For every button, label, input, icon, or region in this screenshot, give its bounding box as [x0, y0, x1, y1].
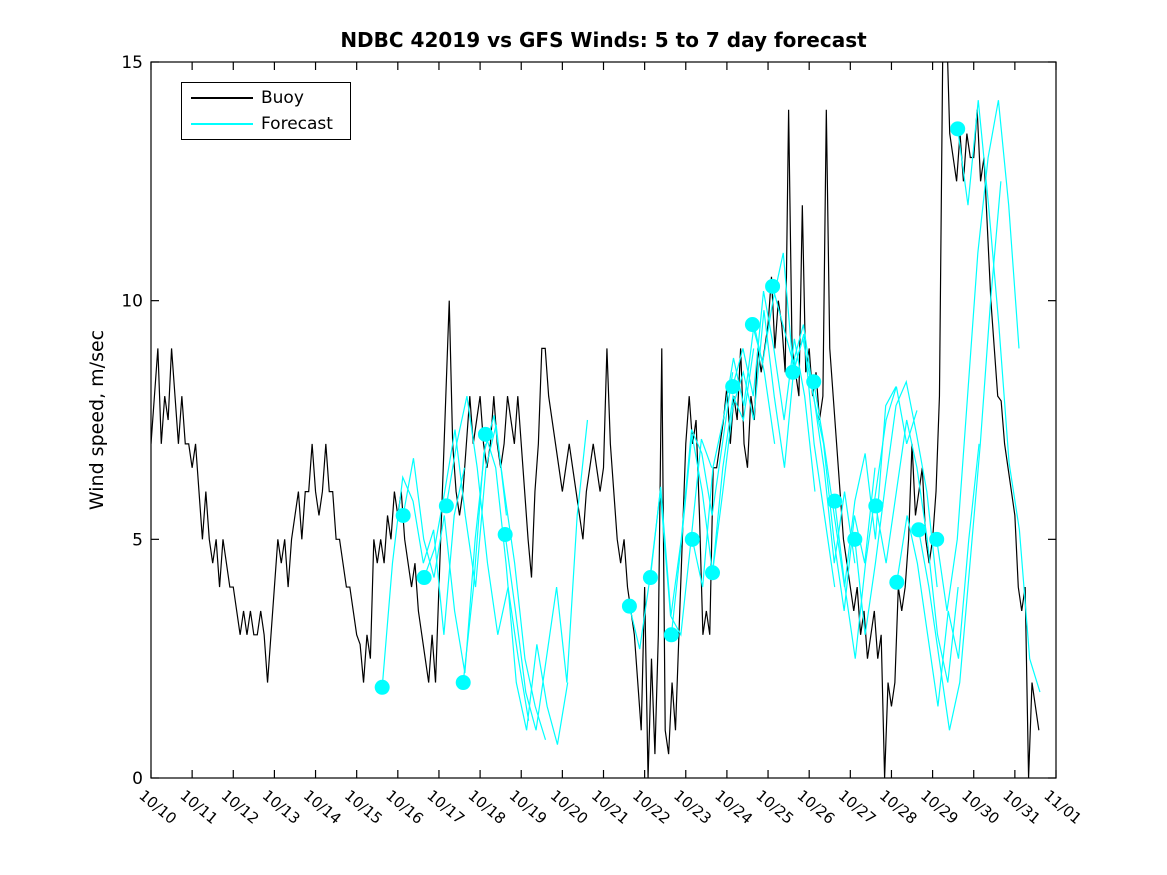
x-tick-label: 10/10 — [135, 786, 180, 828]
forecast-trace — [957, 100, 1041, 693]
legend-label-buoy: Buoy — [261, 88, 304, 108]
x-tick-label: 10/11 — [177, 786, 222, 828]
forecast-trace — [936, 100, 1020, 612]
forecast-trace — [381, 467, 466, 688]
forecast-marker — [705, 565, 721, 581]
forecast-marker — [765, 278, 781, 294]
x-tick-label: 10/29 — [917, 786, 962, 828]
forecast-marker — [725, 379, 741, 395]
y-tick-label: 15 — [121, 53, 143, 73]
forecast-trace — [896, 443, 980, 707]
forecast-marker — [929, 531, 945, 547]
x-tick-label: 10/14 — [300, 786, 345, 828]
forecast-marker — [374, 679, 390, 695]
y-tick-label: 10 — [121, 292, 143, 312]
legend-item-buoy: Buoy — [182, 88, 350, 108]
forecast-marker — [663, 627, 679, 643]
forecast-marker — [889, 574, 905, 590]
plot-border — [150, 61, 1057, 779]
forecast-marker — [497, 527, 513, 543]
forecast-trace — [402, 443, 487, 674]
x-tick-label: 10/27 — [835, 786, 880, 828]
forecast-trace — [875, 419, 959, 683]
forecast-marker — [911, 522, 927, 538]
forecast-trace — [628, 438, 713, 650]
forecast-trace — [751, 252, 836, 588]
forecast-marker — [642, 570, 658, 586]
forecast-trace — [732, 291, 816, 492]
y-tick-label: 5 — [132, 530, 143, 550]
y-axis-label: Wind speed, m/sec — [86, 329, 108, 511]
x-tick-label: 10/13 — [259, 786, 304, 828]
x-tick-label: 10/23 — [670, 786, 715, 828]
x-tick-label: 10/24 — [711, 786, 756, 828]
legend: Buoy Forecast — [181, 82, 351, 140]
forecast-marker — [785, 364, 801, 380]
x-tick-label: 10/28 — [876, 786, 921, 828]
forecast-marker — [950, 121, 966, 137]
forecast-trace — [918, 181, 1002, 731]
x-tick-label: 10/12 — [218, 786, 263, 828]
x-tick-label: 10/26 — [794, 786, 839, 828]
axes-layer: 10/1010/1110/1210/1310/1410/1510/1610/17… — [121, 53, 1085, 828]
forecast-marker — [868, 498, 884, 514]
x-tick-label: 10/16 — [382, 786, 427, 828]
forecast-marker — [827, 493, 843, 509]
x-tick-label: 10/30 — [958, 786, 1003, 828]
x-tick-label: 10/21 — [588, 786, 633, 828]
forecast-trace — [691, 324, 776, 588]
forecast-marker — [477, 426, 493, 442]
x-tick-label: 10/20 — [547, 786, 592, 828]
forecast-marker — [684, 531, 700, 547]
forecast-trace — [445, 396, 530, 721]
forecast-marker — [744, 317, 760, 333]
x-tick-label: 10/31 — [999, 786, 1044, 828]
forecast-trace — [649, 372, 734, 616]
legend-item-forecast: Forecast — [182, 114, 350, 134]
x-tick-label: 10/25 — [752, 786, 797, 828]
series-layer — [151, 62, 1041, 778]
forecast-trace — [792, 338, 876, 612]
forecast-marker — [455, 675, 471, 691]
legend-label-forecast: Forecast — [261, 114, 333, 134]
x-tick-label: 10/22 — [629, 786, 674, 828]
forecast-marker — [416, 570, 432, 586]
forecast-trace — [462, 415, 547, 740]
forecast-line-sample — [191, 123, 253, 125]
forecast-marker — [395, 507, 411, 523]
y-tick-label: 0 — [132, 769, 143, 789]
x-tick-label: 10/17 — [423, 786, 468, 828]
x-tick-label: 11/01 — [1040, 786, 1085, 828]
forecast-trace — [711, 310, 796, 573]
x-tick-label: 10/19 — [506, 786, 551, 828]
forecast-marker — [847, 531, 863, 547]
forecast-trace — [484, 434, 569, 745]
x-tick-label: 10/15 — [341, 786, 386, 828]
forecast-trace — [504, 419, 589, 731]
forecast-marker — [621, 598, 637, 614]
buoy-line — [151, 62, 1040, 778]
forecast-trace — [834, 386, 918, 659]
chart-title: NDBC 42019 vs GFS Winds: 5 to 7 day fore… — [340, 28, 867, 52]
forecast-trace — [423, 424, 508, 588]
buoy-line-sample — [191, 97, 253, 99]
forecast-trace — [854, 379, 938, 635]
forecast-marker — [806, 374, 822, 390]
forecast-marker — [438, 498, 454, 514]
x-tick-label: 10/18 — [465, 786, 510, 828]
